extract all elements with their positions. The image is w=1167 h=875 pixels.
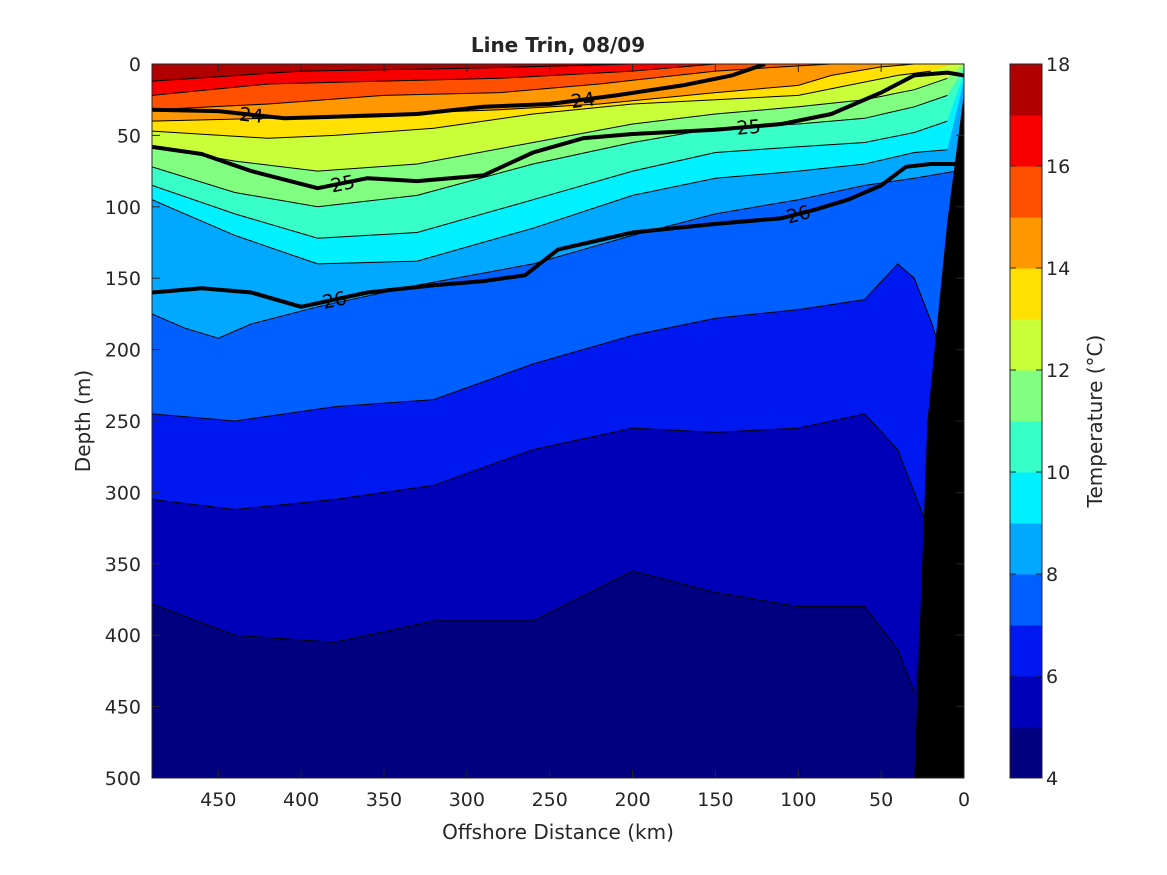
x-tick-label: 400 [283, 789, 319, 811]
colorbar-swatch-7 [1010, 574, 1042, 626]
colorbar-swatch-11 [1010, 370, 1042, 422]
isotherm-line-7 [152, 263, 948, 422]
colorbar-swatch-14 [1010, 217, 1042, 269]
x-tick-label: 300 [449, 789, 485, 811]
isopycnal-label-text: 24 [238, 103, 264, 127]
isotherm-line-13 [152, 70, 931, 139]
colorbar-tick-label: 6 [1046, 666, 1058, 688]
x-tick-label: 250 [532, 789, 568, 811]
colorbar-swatch-9 [1010, 472, 1042, 524]
isotherm-line-17 [152, 64, 832, 82]
y-tick-label: 500 [105, 768, 141, 790]
colorbar-tick-label: 12 [1046, 360, 1070, 382]
colorbar-swatch-15 [1010, 166, 1042, 218]
isopycnal-line-26 [152, 162, 956, 309]
colorbar-tick-label: 14 [1046, 258, 1070, 280]
colorbar-swatch-5 [1010, 676, 1042, 728]
colorbar-swatch-16 [1010, 115, 1042, 167]
isotherm-lines [152, 64, 956, 693]
isopycnal-label-25: 25 [736, 116, 762, 140]
y-tick-label: 50 [117, 125, 141, 147]
y-tick-label: 100 [105, 197, 141, 219]
colorbar-swatch-4 [1010, 727, 1042, 779]
x-tick-label: 350 [366, 789, 402, 811]
colorbar-swatch-6 [1010, 625, 1042, 677]
isotherm-line-6 [152, 413, 932, 536]
colorbar-swatch-17 [1010, 64, 1042, 116]
colorbar-tick-label: 8 [1046, 564, 1058, 586]
chart-title: Line Trin, 08/09 [471, 33, 645, 57]
isopycnal-label-text: 26 [320, 287, 348, 314]
x-tick-label: 50 [869, 789, 893, 811]
colorbar-tick-label: 4 [1046, 768, 1058, 790]
x-tick-label: 100 [780, 789, 816, 811]
temperature-fill-layers [152, 64, 964, 693]
y-tick-label: 350 [105, 554, 141, 576]
isotherm-line-15 [152, 64, 890, 111]
y-tick-label: 300 [105, 482, 141, 504]
x-axis-label: Offshore Distance (km) [442, 820, 674, 844]
y-tick-label: 0 [129, 54, 141, 76]
isopycnal-label-text: 25 [736, 116, 762, 140]
isopycnal-label-25: 25 [329, 171, 357, 197]
colorbar-swatch-12 [1010, 319, 1042, 371]
coast-bathymetry [914, 92, 964, 778]
isotherm-line-8 [152, 170, 956, 339]
x-tick-label: 200 [614, 789, 650, 811]
colorbar-label: Temperature (°C) [1083, 335, 1107, 509]
y-tick-label: 250 [105, 411, 141, 433]
colorbar-swatch-10 [1010, 421, 1042, 473]
isotherm-line-9 [152, 149, 948, 265]
y-tick-label: 150 [105, 268, 141, 290]
isopycnal-label-24: 24 [238, 103, 264, 127]
colorbar-swatch-8 [1010, 523, 1042, 575]
isopycnal-label-24: 24 [570, 88, 597, 113]
y-tick-label: 200 [105, 340, 141, 362]
colorbar-tick-label: 16 [1046, 156, 1070, 178]
isopycnal-label-text: 25 [329, 171, 357, 197]
x-axis: 450 400 350 300 250 200 150 100 50 0 [200, 64, 970, 811]
isotherm-line-5 [152, 570, 915, 693]
isotherm-line-11 [152, 94, 948, 208]
y-tick-label: 450 [105, 697, 141, 719]
colorbar [1010, 64, 1042, 779]
isotherm-line-12 [152, 77, 948, 172]
temperature-band-16 [152, 64, 848, 96]
y-axis: 0 50 100 150 200 250 300 350 400 450 500 [105, 54, 964, 790]
isopycnal-line-24 [152, 64, 766, 121]
y-axis-label: Depth (m) [71, 370, 95, 472]
x-tick-label: 0 [958, 789, 970, 811]
temperature-band-17 [152, 64, 832, 82]
isotherm-line-10 [152, 120, 948, 239]
isopycnal-line-25 [152, 70, 964, 191]
colorbar-ticks: 4 6 8 10 12 14 16 18 [1010, 54, 1070, 790]
x-tick-label: 450 [200, 789, 236, 811]
colorbar-tick-label: 18 [1046, 54, 1070, 76]
isopycnal-lines [152, 64, 964, 309]
isopycnal-label-26: 26 [320, 287, 348, 314]
colorbar-swatch-13 [1010, 268, 1042, 320]
isopycnal-label-text: 24 [570, 88, 597, 113]
x-tick-label: 150 [697, 789, 733, 811]
colorbar-frame [1009, 63, 1043, 779]
y-tick-label: 400 [105, 625, 141, 647]
colorbar-tick-label: 10 [1046, 462, 1070, 484]
